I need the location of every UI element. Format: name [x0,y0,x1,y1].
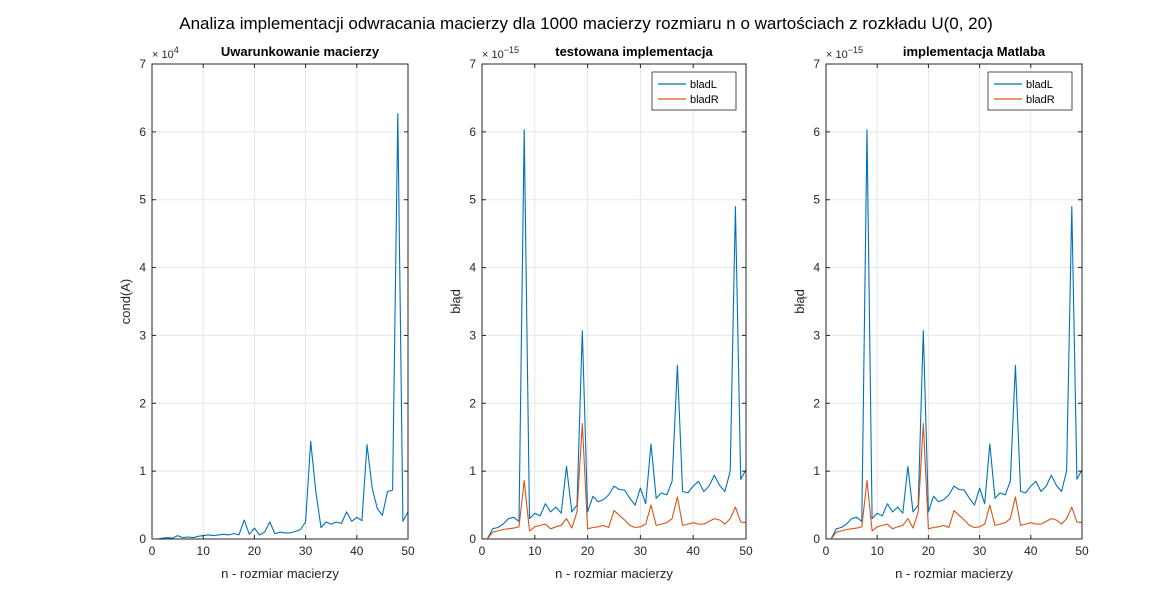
x-tick-label: 30 [634,544,648,558]
legend: bladL bladR [651,71,737,111]
y-exponent-base: × 10 [482,49,504,61]
x-tick-label: 10 [197,544,211,558]
y-tick-label: 0 [469,532,476,546]
y-tick-label: 4 [139,261,146,275]
axes-box [481,63,747,540]
x-tick-label: 0 [479,544,486,558]
y-exponent-label: × 104 [152,45,179,61]
y-tick-label: 3 [139,328,146,342]
figure-suptitle: Analiza implementacji odwracania macierz… [179,14,993,33]
y-axis-label: cond(A) [118,279,133,325]
plot-area [826,64,1082,539]
y-tick-label: 6 [469,125,476,139]
series-line-bladL [486,129,747,540]
y-exponent-base: × 10 [152,49,174,61]
y-tick-label: 7 [139,57,146,71]
y-axis-label: błąd [792,289,807,314]
axes-title: implementacja Matlaba [903,44,1046,59]
y-tick-label: 4 [469,261,476,275]
y-tick-label: 7 [469,57,476,71]
y-axis-label: błąd [448,289,463,314]
y-exponent-base: × 10 [826,49,848,61]
x-axis-label: n - rozmiar macierzy [555,566,673,581]
legend-box [987,71,1073,111]
series-line-bladR [830,423,1083,540]
y-tick-label: 1 [469,464,476,478]
x-tick-label: 50 [739,544,753,558]
y-tick-label: 1 [813,464,820,478]
subplot-3: 0 10 20 30 40 50 0 1 2 3 4 5 6 7 × 10−15 implementacja … [792,44,1089,581]
axes-box [825,63,1083,540]
x-tick-label: 30 [299,544,313,558]
legend-label-bladL: bladL [1026,79,1053,91]
y-tick-label: 2 [139,396,146,410]
axes-box [151,63,409,540]
series-line-bladR [486,423,747,540]
x-tick-label: 50 [1075,544,1089,558]
legend-label-bladR: bladR [690,94,719,106]
legend: bladL bladR [987,71,1073,111]
y-tick-label: 5 [469,193,476,207]
y-tick-label: 0 [813,532,820,546]
legend-label-bladR: bladR [1026,94,1055,106]
y-tick-label: 6 [139,125,146,139]
y-exponent-label: × 10−15 [482,45,519,61]
y-tick-label: 1 [139,464,146,478]
x-tick-label: 10 [871,544,885,558]
x-tick-label: 30 [973,544,987,558]
x-tick-label: 20 [581,544,595,558]
plot-area [152,64,408,539]
x-tick-label: 10 [528,544,542,558]
series-line-cond [157,112,409,540]
axes-title: Uwarunkowanie macierzy [221,44,380,59]
x-tick-label: 20 [248,544,262,558]
y-tick-label: 4 [813,261,820,275]
subplot-2: 0 10 20 30 40 50 0 1 2 3 4 5 6 7 × 10−15 testowana impl… [448,44,753,581]
x-tick-label: 0 [823,544,830,558]
legend-label-bladL: bladL [690,79,717,91]
y-tick-label: 2 [813,396,820,410]
y-tick-label: 5 [813,193,820,207]
y-tick-label: 2 [469,396,476,410]
y-tick-label: 0 [139,532,146,546]
y-tick-label: 3 [813,328,820,342]
y-exponent-power: 4 [174,45,179,55]
x-tick-label: 40 [687,544,701,558]
series-line-bladL [830,129,1083,540]
y-tick-label: 7 [813,57,820,71]
x-tick-label: 40 [1024,544,1038,558]
y-exponent-power: −15 [504,45,519,55]
x-axis-label: n - rozmiar macierzy [895,566,1013,581]
legend-box [651,71,737,111]
x-tick-label: 50 [401,544,415,558]
y-tick-label: 6 [813,125,820,139]
y-tick-label: 3 [469,328,476,342]
y-exponent-power: −15 [848,45,863,55]
x-tick-label: 0 [149,544,156,558]
axes-title: testowana implementacja [555,44,713,59]
y-tick-label: 5 [139,193,146,207]
x-tick-label: 20 [922,544,936,558]
x-tick-label: 40 [350,544,364,558]
y-exponent-label: × 10−15 [826,45,863,61]
x-axis-label: n - rozmiar macierzy [221,566,339,581]
